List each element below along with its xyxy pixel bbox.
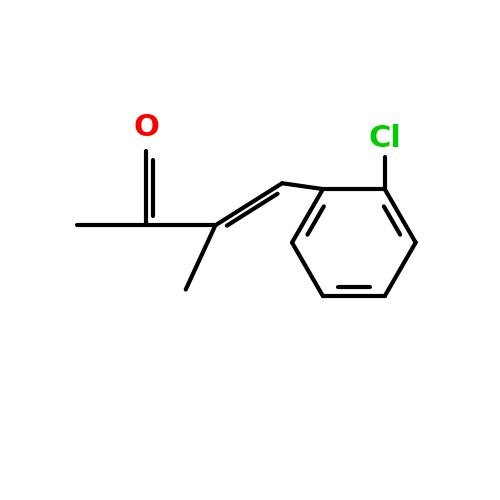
Text: O: O: [133, 113, 159, 142]
Text: Cl: Cl: [368, 124, 401, 153]
